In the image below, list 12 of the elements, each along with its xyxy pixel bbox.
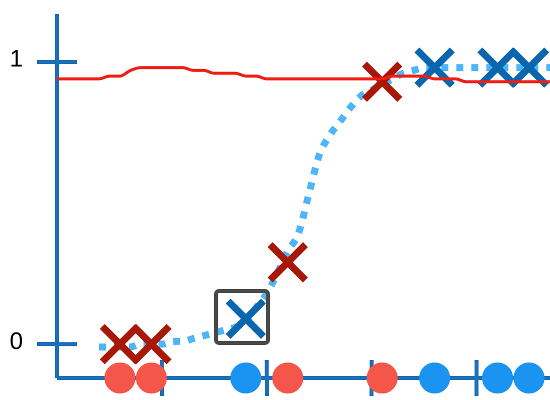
point (366, 362, 398, 394)
point (482, 362, 514, 394)
point (230, 362, 262, 394)
point (266, 241, 309, 284)
point (514, 362, 545, 394)
point (136, 362, 167, 394)
line-series (56, 66, 550, 84)
y-tick-label: 0 (10, 328, 23, 355)
point (104, 362, 136, 394)
point (419, 362, 450, 394)
y-tick-label: 1 (10, 46, 23, 73)
point (272, 362, 304, 394)
